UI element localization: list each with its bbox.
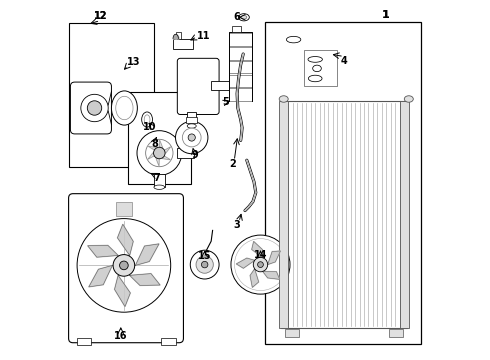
Text: 3: 3	[234, 220, 241, 230]
Ellipse shape	[142, 112, 152, 127]
Bar	[229, 47, 252, 60]
Bar	[389, 329, 403, 337]
Text: 9: 9	[191, 150, 198, 160]
Circle shape	[146, 139, 173, 167]
Polygon shape	[135, 244, 159, 265]
FancyBboxPatch shape	[177, 58, 219, 114]
Circle shape	[253, 257, 268, 272]
Polygon shape	[159, 140, 163, 153]
Bar	[285, 329, 299, 337]
Circle shape	[77, 219, 171, 312]
Ellipse shape	[144, 115, 150, 124]
Polygon shape	[250, 269, 259, 287]
Polygon shape	[268, 251, 280, 265]
Text: 2: 2	[229, 159, 236, 169]
Circle shape	[113, 255, 135, 276]
Text: 11: 11	[197, 31, 210, 41]
Circle shape	[196, 256, 213, 273]
Bar	[304, 50, 337, 86]
Bar	[69, 23, 154, 167]
Polygon shape	[130, 274, 160, 285]
Ellipse shape	[404, 96, 413, 102]
Text: 13: 13	[126, 57, 140, 67]
Polygon shape	[159, 153, 171, 160]
Text: 1: 1	[382, 10, 389, 20]
Circle shape	[235, 239, 287, 291]
Polygon shape	[252, 241, 263, 258]
Circle shape	[175, 121, 208, 154]
Ellipse shape	[239, 14, 249, 21]
Circle shape	[153, 147, 165, 159]
Ellipse shape	[241, 15, 247, 19]
Text: 16: 16	[114, 330, 127, 341]
Circle shape	[231, 235, 290, 294]
Bar	[229, 75, 252, 87]
Text: 4: 4	[341, 56, 347, 66]
Text: 14: 14	[254, 249, 267, 260]
Ellipse shape	[308, 57, 322, 62]
Bar	[265, 22, 421, 344]
Polygon shape	[118, 224, 133, 255]
FancyBboxPatch shape	[71, 82, 111, 134]
Polygon shape	[89, 265, 112, 287]
Bar	[229, 33, 252, 46]
Text: 15: 15	[198, 251, 211, 261]
Bar	[173, 39, 193, 49]
Polygon shape	[159, 147, 171, 153]
Bar	[279, 101, 288, 328]
Circle shape	[120, 261, 128, 270]
Polygon shape	[156, 153, 159, 166]
Circle shape	[81, 94, 108, 122]
Bar	[232, 26, 242, 32]
Text: 8: 8	[151, 139, 158, 149]
Polygon shape	[88, 245, 118, 257]
Bar	[176, 32, 181, 39]
Ellipse shape	[286, 36, 301, 43]
Text: 6: 6	[234, 12, 241, 22]
Bar	[229, 88, 252, 101]
Circle shape	[190, 250, 219, 279]
Bar	[76, 338, 91, 345]
Circle shape	[182, 128, 201, 147]
Text: 12: 12	[94, 11, 107, 21]
Ellipse shape	[308, 75, 322, 82]
Polygon shape	[148, 153, 159, 159]
Bar	[128, 92, 191, 184]
Bar	[154, 174, 165, 187]
Ellipse shape	[313, 65, 321, 72]
Ellipse shape	[116, 96, 133, 120]
Bar	[177, 148, 194, 158]
Circle shape	[137, 131, 182, 175]
Text: 5: 5	[222, 96, 228, 107]
Circle shape	[201, 261, 208, 268]
Text: 1: 1	[382, 10, 389, 20]
Bar	[116, 202, 132, 216]
Bar	[281, 101, 407, 328]
Polygon shape	[236, 258, 255, 268]
Ellipse shape	[187, 124, 196, 128]
Polygon shape	[148, 146, 159, 153]
Bar	[187, 112, 196, 126]
Circle shape	[188, 134, 196, 141]
Ellipse shape	[154, 185, 165, 189]
Ellipse shape	[111, 91, 137, 125]
Bar	[186, 117, 197, 123]
Polygon shape	[115, 275, 130, 307]
Text: 10: 10	[143, 122, 156, 132]
Circle shape	[258, 262, 263, 267]
Bar	[229, 61, 252, 73]
Circle shape	[87, 101, 102, 115]
FancyBboxPatch shape	[69, 194, 183, 343]
Bar	[211, 81, 236, 90]
Text: 12: 12	[94, 11, 107, 21]
Bar	[161, 338, 175, 345]
Bar	[400, 101, 409, 328]
Ellipse shape	[279, 96, 288, 102]
Text: 7: 7	[153, 173, 160, 183]
Polygon shape	[263, 271, 280, 279]
